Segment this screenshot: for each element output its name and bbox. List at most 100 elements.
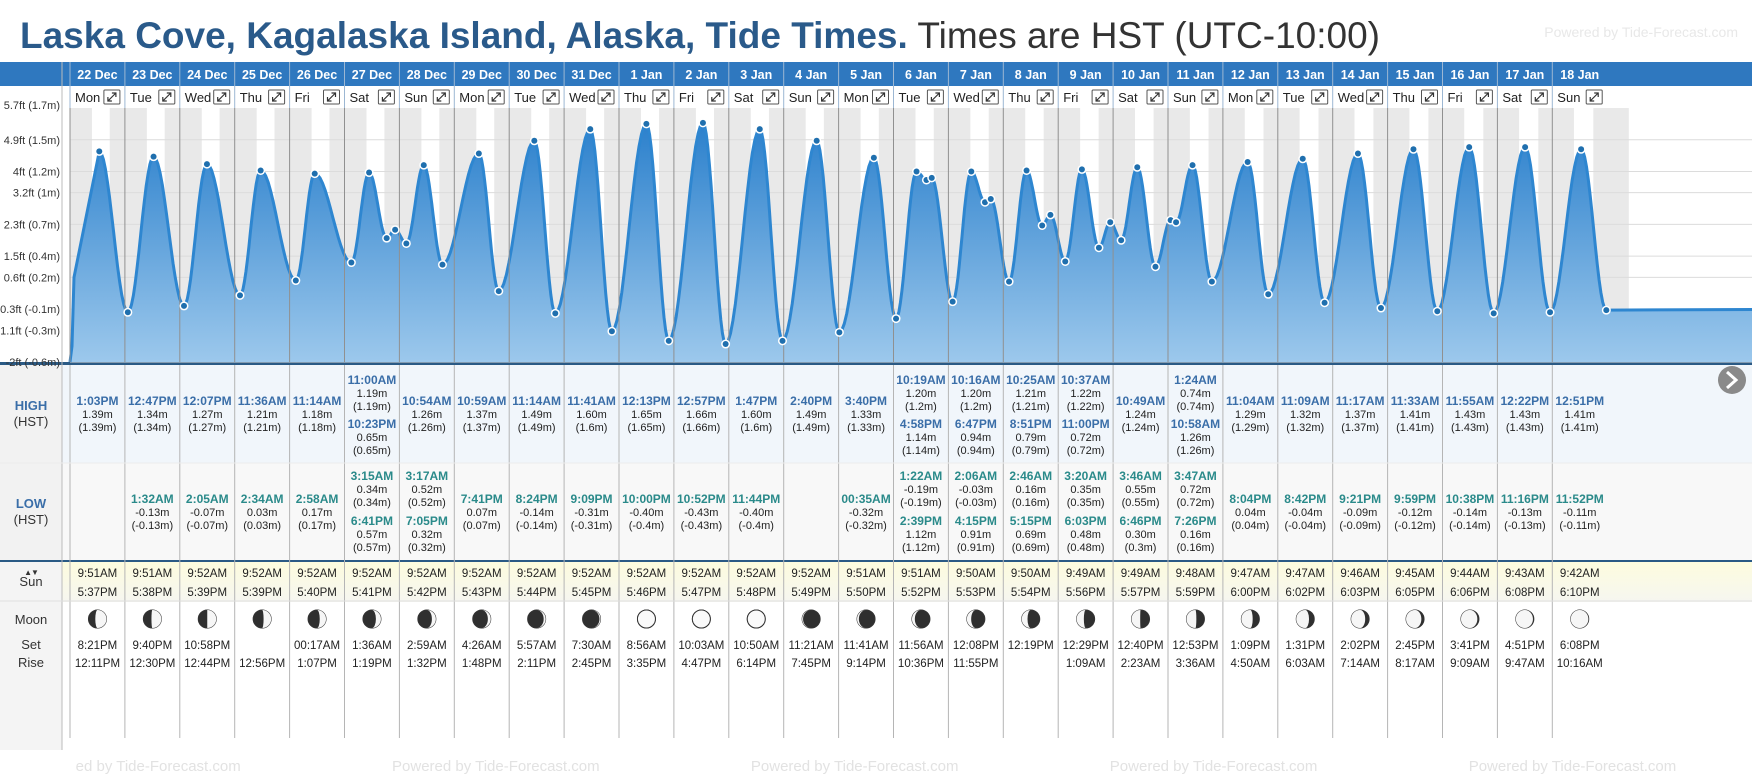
low-height-alt: (1.12m) (902, 542, 940, 554)
sunset-time: 5:56PM (1066, 587, 1106, 599)
low-time: 2:34AM (241, 492, 284, 506)
moon-phase-icon (966, 609, 986, 629)
extreme-marker (1047, 211, 1054, 218)
expand-day-button[interactable] (981, 89, 999, 105)
expand-day-button[interactable] (1421, 89, 1438, 105)
sunrise-time: 9:49AM (1121, 568, 1161, 580)
extreme-marker (383, 235, 390, 242)
moonrise-time: 12:44PM (184, 658, 230, 670)
moon-phase-icon (1460, 609, 1480, 629)
band (0, 362, 1752, 365)
moon-phase-icon (1076, 609, 1096, 629)
sunrise-time: 9:51AM (78, 568, 118, 580)
weekday-label: Thu (1008, 90, 1030, 105)
expand-day-button[interactable] (542, 89, 560, 105)
expand-day-button[interactable] (762, 89, 780, 105)
extreme-marker (236, 292, 243, 299)
low-height: -0.19m (904, 484, 938, 496)
expand-icon (162, 92, 172, 102)
low-height-alt: (0.57m) (353, 542, 391, 554)
expand-icon (875, 92, 886, 102)
date-label: 31 Dec (571, 68, 611, 82)
expand-day-button[interactable] (213, 89, 231, 105)
weekday-label: Fri (1063, 90, 1078, 105)
extreme-marker (1522, 144, 1529, 151)
sunset-time: 5:57PM (1121, 587, 1161, 599)
extreme-marker (982, 199, 988, 206)
sunrise-time: 9:45AM (1395, 568, 1435, 580)
moonrise-time: 12:56PM (239, 658, 285, 670)
high-height: 1.19m (357, 388, 388, 400)
expand-day-button[interactable] (432, 89, 450, 105)
high-row-tz: (HST) (14, 414, 49, 429)
expand-day-button[interactable] (103, 89, 121, 105)
moonset-time: 00:17AM (294, 640, 340, 652)
low-row-label: LOW (16, 496, 47, 511)
sun-row-label: Sun (19, 574, 42, 589)
high-height-alt: (1.26m) (408, 422, 446, 434)
moon-row-label: Moon (15, 612, 48, 627)
expand-day-button[interactable] (487, 89, 505, 105)
extreme-marker (257, 167, 264, 174)
expand-day-button[interactable] (817, 89, 835, 105)
moonset-time: 8:56AM (627, 640, 667, 652)
extreme-marker (913, 168, 920, 175)
moonrise-time: 3:35PM (627, 658, 667, 670)
moonset-time: 2:45PM (1395, 640, 1435, 652)
sunset-time: 6:06PM (1450, 587, 1490, 599)
moon-lit (691, 609, 711, 629)
high-height: 1.20m (961, 388, 992, 400)
expand-day-button[interactable] (707, 89, 725, 105)
sunset-time: 6:02PM (1285, 587, 1325, 599)
expand-day-button[interactable] (1585, 89, 1603, 105)
next-arrow-button[interactable] (1718, 366, 1746, 394)
expand-day-button[interactable] (597, 89, 615, 105)
high-height: 1.32m (1290, 409, 1321, 421)
expand-day-button[interactable] (1530, 89, 1548, 105)
sunset-time: 5:54PM (1011, 587, 1051, 599)
expand-day-button[interactable] (1201, 89, 1219, 105)
expand-day-button[interactable] (872, 89, 889, 105)
moonset-time: 7:30AM (572, 640, 612, 652)
weekday-label: Tue (1283, 90, 1305, 105)
expand-day-button[interactable] (323, 89, 340, 105)
low-height-alt: (-0.32m) (845, 520, 887, 532)
moonset-time: 5:57AM (517, 640, 557, 652)
high-height-alt: (1.21m) (1012, 401, 1050, 413)
y-tick-label: -0.3ft (-0.1m) (0, 304, 60, 316)
expand-day-button[interactable] (652, 89, 670, 105)
expand-day-button[interactable] (926, 89, 944, 105)
date-label: 24 Dec (187, 68, 227, 82)
weekday-label: Sat (350, 90, 370, 105)
expand-day-button[interactable] (1091, 89, 1109, 105)
high-height-alt: (1.37m) (463, 422, 501, 434)
date-label: 18 Jan (1560, 68, 1599, 82)
expand-day-button[interactable] (1036, 89, 1054, 105)
moon-lit (1186, 610, 1197, 628)
expand-day-button[interactable] (1146, 89, 1164, 105)
expand-day-button[interactable] (1366, 89, 1384, 105)
weekday-label: Sat (1118, 90, 1138, 105)
high-height: 0.74m (1180, 388, 1211, 400)
expand-day-button[interactable] (1311, 89, 1329, 105)
high-time: 12:51PM (1555, 394, 1604, 408)
high-height: 1.29m (1235, 409, 1266, 421)
sunrise-time: 9:52AM (187, 568, 227, 580)
expand-day-button[interactable] (1475, 89, 1493, 105)
sunrise-time: 9:52AM (572, 568, 612, 580)
moon-lit (262, 610, 272, 628)
sunset-time: 5:37PM (78, 587, 118, 599)
date-label: 11 Jan (1176, 68, 1214, 82)
sunrise-time: 9:52AM (297, 568, 337, 580)
expand-day-button[interactable] (158, 89, 176, 105)
extreme-marker (1006, 278, 1013, 285)
extreme-marker (1107, 219, 1114, 226)
extreme-marker (756, 126, 763, 133)
expand-day-button[interactable] (377, 89, 395, 105)
high-row-label: HIGH (15, 398, 48, 413)
high-height: 1.41m (1564, 409, 1595, 421)
expand-day-button[interactable] (268, 89, 286, 105)
expand-day-button[interactable] (1256, 89, 1274, 105)
sunrise-time: 9:52AM (627, 568, 667, 580)
weekday-label: Wed (1338, 90, 1365, 105)
